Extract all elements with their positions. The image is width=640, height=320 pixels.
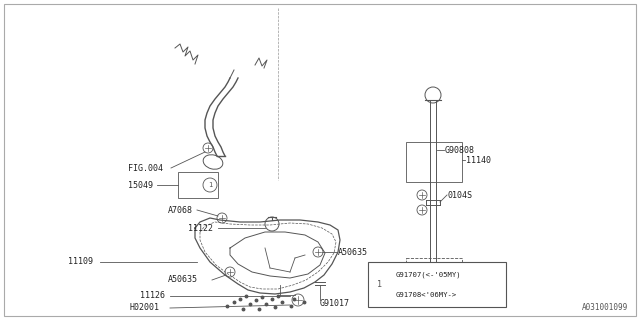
Bar [368,262,506,307]
Text: 11109: 11109 [68,258,93,267]
Text: 15049: 15049 [128,180,153,189]
Text: G91017: G91017 [320,300,350,308]
Text: 1: 1 [378,280,383,289]
Text: A50635: A50635 [338,247,368,257]
Bar [406,258,462,304]
Text: 1: 1 [208,182,212,188]
Text: A031001099: A031001099 [582,303,628,312]
Text: 11140: 11140 [466,156,491,164]
Text: G91708<'06MY->: G91708<'06MY-> [396,292,457,298]
Text: 11122: 11122 [188,223,213,233]
Text: A50635: A50635 [168,276,198,284]
Bar [178,172,218,198]
Text: G91707(<-'05MY): G91707(<-'05MY) [396,271,461,278]
Text: 0104S: 0104S [448,190,473,199]
Text: H02001: H02001 [130,303,160,313]
Text: 11126: 11126 [140,292,165,300]
Text: FIG.004: FIG.004 [128,164,163,172]
Text: 15144: 15144 [466,274,491,283]
Text: G90808: G90808 [445,146,475,155]
Text: A7068: A7068 [168,205,193,214]
Bar [406,142,462,182]
